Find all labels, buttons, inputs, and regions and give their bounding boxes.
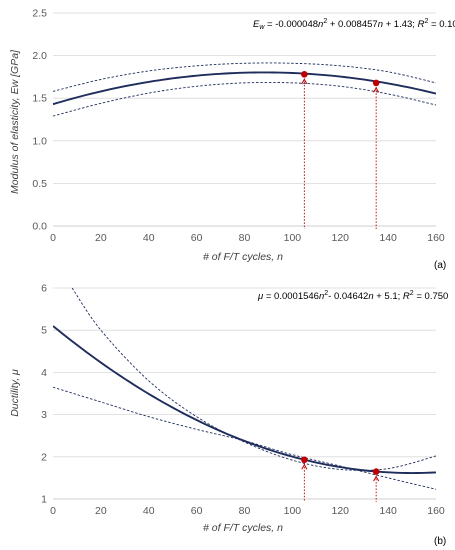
grid-b	[53, 287, 436, 500]
eq-b-r2: R	[403, 291, 410, 302]
y-tick-label: 1.0	[32, 135, 47, 147]
lower-bound-curve	[53, 386, 436, 490]
x-tick-label: 140	[379, 232, 397, 244]
eq-b-term1: n	[319, 291, 324, 302]
y-tick-label: 2	[41, 451, 47, 463]
data-marker	[301, 456, 308, 464]
panel-label-a: (a)	[434, 260, 446, 271]
eq-b-r2-value: = 0.750	[414, 291, 449, 302]
x-tick-label: 160	[427, 232, 445, 244]
eq-a-mid1: = -0.000048	[264, 19, 318, 30]
grid-a	[53, 12, 436, 227]
x-axis-label-b: # of F/T cycles, n	[203, 522, 283, 534]
x-axis-label-a: # of F/T cycles, n	[203, 251, 283, 263]
y-tick-label: 3	[41, 409, 47, 421]
x-tick-label: 120	[331, 505, 349, 517]
eq-b-var: μ	[257, 291, 264, 302]
chart-panel-a: 0.0 0.5 1.0 1.5 2.0 2.5 0 20 40 60 80 100 120 140 160…	[9, 8, 455, 272]
y-tick-label: 0.0	[32, 221, 47, 233]
x-tick-label: 100	[284, 505, 302, 517]
x-tick-label: 0	[50, 505, 56, 517]
x-tick-label: 140	[379, 505, 397, 517]
y-axis-label-b: Ductility, μ	[9, 369, 21, 417]
y-tick-label: 1	[41, 494, 47, 506]
marker-arrow	[301, 78, 308, 85]
x-tick-label: 80	[239, 505, 251, 517]
x-tick-label: 120	[331, 232, 349, 244]
y-tick-label: 2.0	[32, 50, 47, 62]
y-tick-label: 4	[41, 367, 47, 379]
x-tick-label: 40	[143, 232, 155, 244]
y-tick-label: 1.5	[32, 93, 47, 105]
x-tick-label: 160	[427, 505, 445, 517]
fit-curve	[53, 325, 436, 474]
eq-a-r2-sup: 2	[424, 18, 428, 25]
y-ticks-a: 0.0 0.5 1.0 1.5 2.0 2.5	[32, 8, 47, 233]
eq-a-mid2: + 0.008457	[327, 19, 377, 30]
upper-bound-curve	[53, 62, 436, 92]
fit-curve	[53, 71, 436, 106]
x-ticks-b: 0 20 40 60 80 100 120 140 160	[50, 505, 445, 517]
marker-arrow	[373, 86, 380, 93]
y-tick-label: 6	[41, 283, 47, 295]
eq-b-term2: n	[368, 291, 373, 302]
eq-b-sup1: 2	[324, 290, 328, 297]
eq-a-r2: R	[418, 19, 425, 30]
data-marker	[301, 71, 308, 78]
lower-bound-curve	[53, 81, 436, 117]
x-ticks-a: 0 20 40 60 80 100 120 140 160	[50, 232, 445, 244]
x-tick-label: 100	[284, 232, 302, 244]
x-tick-label: 40	[143, 505, 155, 517]
eq-b-mid1: = 0.0001546	[263, 291, 319, 302]
x-tick-label: 0	[50, 232, 56, 244]
series-a	[53, 62, 436, 117]
equation-b: μ = 0.0001546n2- 0.04642n + 5.1; R2 = 0.…	[257, 290, 448, 302]
eq-a-sup1: 2	[323, 18, 327, 25]
markers-b	[301, 456, 380, 502]
y-tick-label: 2.5	[32, 8, 47, 20]
x-tick-label: 60	[191, 232, 203, 244]
x-tick-label: 60	[191, 505, 203, 517]
marker-arrow	[373, 475, 380, 482]
x-tick-label: 20	[95, 505, 107, 517]
x-tick-label: 20	[95, 232, 107, 244]
marker-arrow	[301, 463, 308, 470]
markers-a	[301, 71, 380, 229]
series-b	[53, 288, 436, 490]
y-axis-label-a: Modulus of elasticity, Ew [GPa]	[9, 49, 21, 194]
eq-a-term1: n	[318, 19, 323, 30]
data-marker	[372, 79, 380, 87]
eq-b-mid2: - 0.04642	[328, 291, 368, 302]
eq-a-var-sub: w	[259, 24, 265, 31]
x-tick-label: 80	[239, 232, 251, 244]
y-ticks-b: 1 2 3 4 5 6	[41, 283, 47, 506]
y-tick-label: 5	[41, 325, 47, 337]
panel-label-b: (b)	[434, 536, 446, 547]
equation-a: Ew = -0.000048n2 + 0.008457n + 1.43; R2 …	[253, 18, 455, 31]
eq-a-r2-value: = 0.103	[428, 19, 455, 30]
eq-a-var: E	[253, 19, 260, 30]
eq-b-mid3: + 5.1;	[374, 291, 403, 302]
eq-a-term2: n	[378, 19, 383, 30]
chart-panel-b: 1 2 3 4 5 6 0 20 40 60 80 100 120 140 160 μ = 0.00015…	[9, 283, 448, 548]
y-tick-label: 0.5	[32, 178, 47, 190]
eq-b-r2-sup: 2	[410, 290, 414, 297]
eq-a-mid3: + 1.43;	[383, 19, 418, 30]
data-marker	[372, 468, 380, 475]
upper-bound-curve	[71, 288, 436, 471]
